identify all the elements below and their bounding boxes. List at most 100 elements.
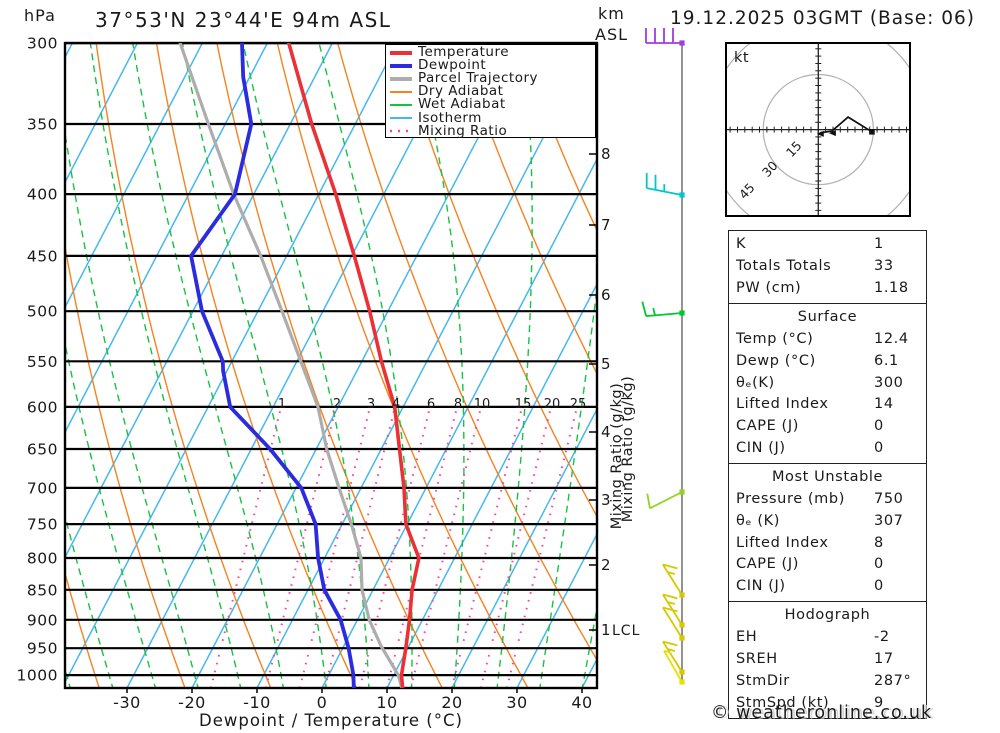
hodograph-ring-label: 30 [759,158,781,180]
temperature-tick-label: 0 [317,693,328,712]
km-tick-label: 7 [601,216,611,234]
sounding-profiles [178,43,421,688]
legend-label: Dry Adiabat [418,83,504,100]
stats-label: StmSpd (kt) [736,694,830,711]
temperature-curve [286,43,421,688]
legend-label: Dewpoint [418,57,487,74]
hodograph-frame [725,42,911,217]
stats-label: CIN (J) [736,578,786,595]
legend-line-swatch [390,50,412,55]
hodograph-trace [819,116,873,134]
legend-label: Wet Adiabat [418,96,506,113]
hodograph-arrow [828,130,836,137]
pressure-tick-label: 350 [27,116,58,134]
pressure-tick-label: 950 [27,640,58,658]
wind-barb-dot [679,40,685,46]
legend-line-swatch [390,117,412,120]
stats-row: CIN (J) 0 [729,576,926,598]
wind-barb [645,28,685,46]
stats-label: θₑ (K) [736,512,780,529]
pressure-tick-label: 400 [27,186,58,204]
legend-item: Mixing Ratio [386,124,595,138]
stats-row: Totals Totals 33 [729,256,926,278]
legend-item: Dry Adiabat [386,85,595,98]
km-tick-label: 1 [601,621,611,639]
mixing-ratio-value-label: 3 [367,397,375,412]
stats-value: 12.4 [874,331,909,347]
stats-label: K [736,236,747,253]
stats-row: θₑ(K) 300 [729,373,926,395]
pressure-axis-unit: hPa [24,6,56,25]
stats-section: Most Unstable Pressure (mb) 750 θₑ (K) 307 Li… [728,463,927,603]
pressure-tick-label: 550 [27,353,58,371]
temperature-tick-label: -10 [243,693,271,712]
km-tick-label: 6 [601,286,611,304]
stats-value: 750 [874,490,904,507]
km-tick-label: 3 [601,491,611,509]
plot-legend: Temperature Dewpoint Parcel Trajectory Dry … [385,44,596,138]
stats-section: K 1 Totals Totals 33 PW (cm) 1.18 [728,230,927,305]
legend-label: Isotherm [418,109,482,126]
mixing-ratio-value-label: 1 [278,397,286,412]
km-asl-scale: 8 7 6 5 4 3 2 1 LCL [589,145,639,639]
parcel-trajectory-curve [178,43,404,688]
wind-barb [645,173,685,198]
stats-value: -2 [874,629,890,646]
stats-row: Lifted Index 8 [729,533,926,555]
stats-label: PW (cm) [736,280,802,296]
stats-value: 300 [874,374,904,391]
legend-item: Isotherm [386,111,595,124]
stats-value: 6.1 [874,352,899,369]
wind-barb-dot [679,592,685,598]
stats-label: Lifted Index [736,534,829,551]
mixing-ratio-value-label: 4 [392,397,400,412]
legend-label: Temperature [418,44,510,61]
hodograph-end-marker [869,129,875,135]
hodograph-unit-label: kt [734,50,749,66]
stats-value: 0 [874,556,884,573]
pressure-tick-label: 600 [27,398,58,416]
stats-label: Temp (°C) [736,331,814,347]
wind-barb [662,606,685,641]
wind-barb-dot [679,622,685,628]
wind-barb [646,489,685,510]
wind-barb [662,640,685,675]
stats-value: 307 [874,512,904,529]
stats-row: StmDir 287° [729,671,926,693]
stats-section-header: Hodograph [784,607,871,624]
wind-barb [662,563,685,598]
mixing-ratio-value-label: 2 [333,397,341,412]
pressure-tick-label: 500 [27,303,58,321]
wind-barb-dot [679,310,685,316]
legend-line-swatch [390,76,412,81]
pressure-tick-label: 750 [27,516,58,534]
stats-row: CAPE (J) 0 [729,416,926,438]
legend-label: Parcel Trajectory [418,70,538,87]
km-tick-label: 5 [601,355,611,373]
temperature-tick-label: 10 [376,693,397,712]
km-tick-label: 2 [601,556,611,574]
legend-line-swatch [390,103,412,106]
wind-barb-dot [679,635,685,641]
stats-label: Lifted Index [736,396,829,413]
stats-row: Pressure (mb) 750 [729,489,926,511]
mixing-ratio-value-label: 6 [427,397,435,412]
legend-item: Wet Adiabat [386,98,595,111]
legend-item: Temperature [386,44,595,61]
temperature-tick-label: 20 [441,693,462,712]
wind-barb-dot [679,192,685,198]
pressure-tick-label: 850 [27,581,58,599]
stats-label: Pressure (mb) [736,490,845,507]
stats-label: EH [736,629,758,646]
wind-barb-column [641,28,685,685]
stats-label: CAPE (J) [736,418,799,435]
stats-section: Hodograph EH -2 SREH 17 StmDir 287° StmSpd (kt)… [728,601,927,720]
stats-value: 0 [874,418,884,435]
pressure-axis-labels: 300 350 400 450 500 550 600 650 700 750 800 850 900 9… [17,35,58,685]
pressure-tick-label: 800 [27,549,58,567]
temperature-axis-title: Dewpoint / Temperature (°C) [199,711,463,730]
stats-row: θₑ (K) 307 [729,511,926,533]
stats-label: CIN (J) [736,439,786,456]
